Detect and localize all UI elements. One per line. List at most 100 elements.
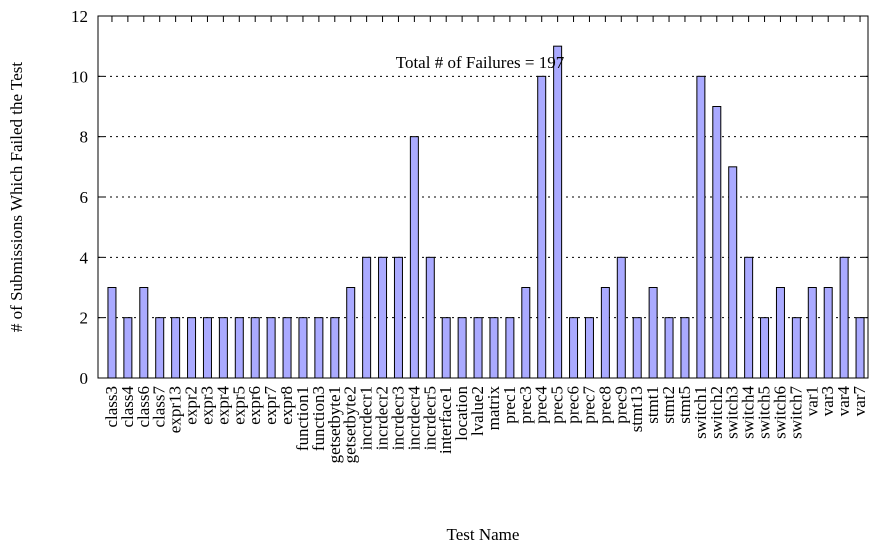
bar xyxy=(489,317,499,379)
x-tick-label: switch6 xyxy=(770,386,789,439)
x-tick-label: expr8 xyxy=(277,386,296,425)
x-tick-label: interface1 xyxy=(436,386,455,454)
x-tick-label: function1 xyxy=(293,386,312,451)
bar xyxy=(441,317,451,379)
bar xyxy=(266,317,276,379)
bar xyxy=(632,317,642,379)
y-tick-label: 12 xyxy=(71,7,88,26)
x-tick-label: var1 xyxy=(802,386,821,416)
bar xyxy=(362,256,372,379)
bar xyxy=(473,317,483,379)
y-tick-label: 6 xyxy=(80,188,89,207)
bar xyxy=(298,317,308,379)
x-tick-label: incrdecr5 xyxy=(420,386,439,450)
x-tick-label: var7 xyxy=(850,386,869,417)
x-tick-label: prec6 xyxy=(564,386,583,424)
x-tick-label: getsetbyte1 xyxy=(325,386,344,463)
bar xyxy=(839,256,849,379)
bar xyxy=(187,317,197,379)
bar xyxy=(712,106,722,379)
bar xyxy=(537,75,547,379)
x-tick-label: prec9 xyxy=(611,386,630,424)
x-tick-label: class6 xyxy=(134,386,153,428)
bar xyxy=(218,317,228,379)
bar xyxy=(553,45,563,379)
y-axis-label: # of Submissions Which Failed the Test xyxy=(7,62,26,332)
x-tick-label: prec3 xyxy=(516,386,535,424)
bar xyxy=(728,166,738,379)
x-tick-label: incrdecr2 xyxy=(373,386,392,450)
annotation: Total # of Failures = 197 xyxy=(396,53,565,72)
x-tick-label: expr3 xyxy=(197,386,216,425)
bar xyxy=(107,287,117,379)
bar xyxy=(505,317,515,379)
bar xyxy=(600,287,610,379)
x-tick-label: expr13 xyxy=(166,386,185,433)
bar xyxy=(855,317,865,379)
bar xyxy=(346,287,356,379)
x-axis-label: Test Name xyxy=(447,525,520,544)
bar xyxy=(282,317,292,379)
bar xyxy=(250,317,260,379)
x-tick-label: switch1 xyxy=(691,386,710,439)
bar xyxy=(823,287,833,379)
x-tick-label: prec8 xyxy=(595,386,614,424)
x-tick-label: expr2 xyxy=(182,386,201,425)
x-tick-label: switch2 xyxy=(707,386,726,439)
bar xyxy=(744,256,754,379)
bar xyxy=(569,317,579,379)
x-tick-label: expr7 xyxy=(261,386,280,425)
x-tick-label: prec7 xyxy=(579,386,598,424)
x-tick-label: class3 xyxy=(102,386,121,428)
x-tick-label: prec5 xyxy=(548,386,567,424)
x-tick-label: incrdecr3 xyxy=(388,386,407,450)
bar xyxy=(139,287,149,379)
x-tick-label: getsetbyte2 xyxy=(341,386,360,463)
bar xyxy=(521,287,531,379)
x-tick-label: var4 xyxy=(834,386,853,417)
x-tick-label: var3 xyxy=(818,386,837,416)
x-tick-label: matrix xyxy=(484,386,503,431)
x-tick-label: stmt2 xyxy=(659,386,678,424)
x-tick-label: incrdecr1 xyxy=(357,386,376,450)
y-tick-label: 4 xyxy=(80,248,89,267)
y-tick-label: 8 xyxy=(80,128,89,147)
x-tick-label: function3 xyxy=(309,386,328,451)
bar xyxy=(314,317,324,379)
plot-frame xyxy=(97,15,869,379)
x-tick-label: switch7 xyxy=(786,386,805,439)
bar xyxy=(202,317,212,379)
bar xyxy=(425,256,435,379)
bar xyxy=(791,317,801,379)
y-tick-label: 2 xyxy=(80,309,89,328)
bar xyxy=(760,317,770,379)
x-tick-label: expr6 xyxy=(245,386,264,425)
bar xyxy=(378,256,388,379)
bar xyxy=(648,287,658,379)
x-tick-label: expr4 xyxy=(213,386,232,425)
x-tick-label: class7 xyxy=(150,386,169,428)
bar xyxy=(696,75,706,379)
bar xyxy=(330,317,340,379)
x-tick-label: location xyxy=(452,386,471,441)
x-tick-label: lvalue2 xyxy=(468,386,487,436)
bar xyxy=(775,287,785,379)
bar xyxy=(584,317,594,379)
bar xyxy=(680,317,690,379)
bar xyxy=(234,317,244,379)
x-tick-label: incrdecr4 xyxy=(404,386,423,451)
bar xyxy=(409,136,419,379)
x-tick-label: stmt13 xyxy=(627,386,646,432)
bar xyxy=(457,317,467,379)
x-tick-label: prec4 xyxy=(532,386,551,424)
x-tick-label: stmt1 xyxy=(643,386,662,424)
y-tick-label: 10 xyxy=(71,67,88,86)
x-tick-label: prec1 xyxy=(500,386,519,424)
x-tick-label: expr5 xyxy=(229,386,248,425)
x-tick-label: class4 xyxy=(118,386,137,428)
x-tick-label: switch3 xyxy=(723,386,742,439)
bar xyxy=(664,317,674,379)
y-tick-label: 0 xyxy=(80,369,89,388)
x-tick-label: switch5 xyxy=(755,386,774,439)
